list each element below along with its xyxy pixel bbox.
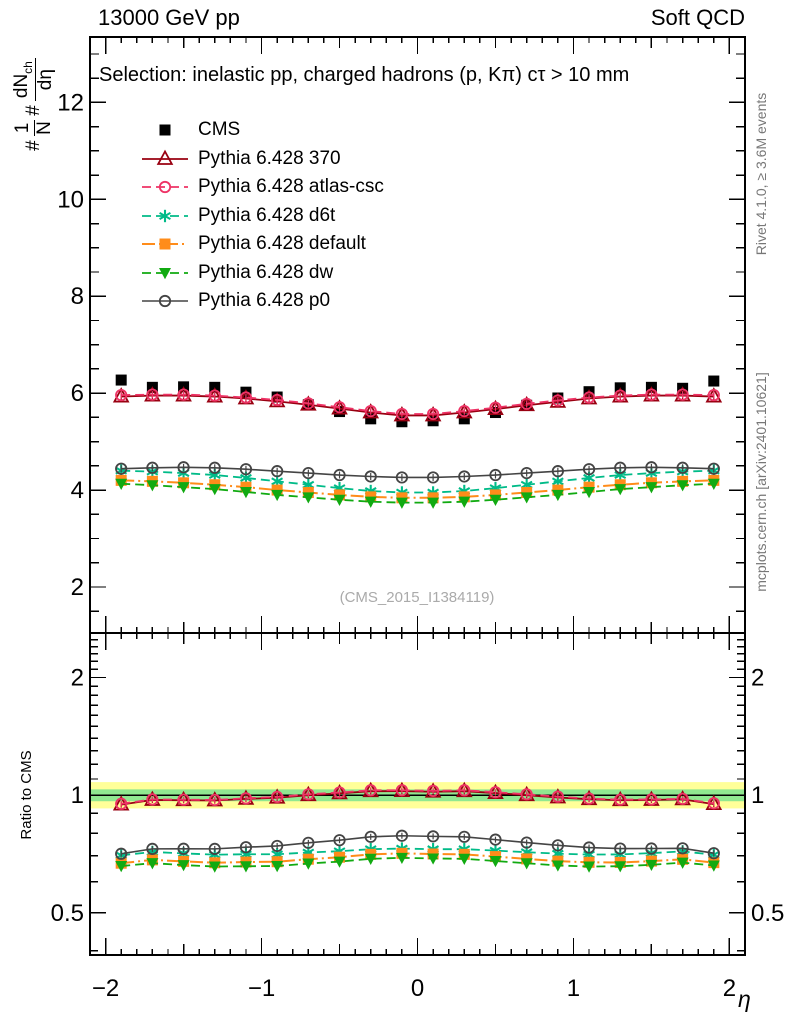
legend-item-cms: CMS	[142, 116, 384, 145]
tick-label: −1	[248, 975, 275, 1002]
legend-item-pythia-6-428-d6t: Pythia 6.428 d6t	[142, 202, 384, 231]
ylabel-hash: #	[23, 140, 44, 151]
tick-label: 2	[723, 975, 736, 1002]
tick-label: 0	[411, 975, 424, 1002]
ratio-y-axis-label: Ratio to CMS	[18, 750, 35, 840]
legend-label: Pythia 6.428 d6t	[198, 204, 336, 226]
series-pythia-6-428-atlas-csc	[115, 388, 720, 810]
analysis-id-watermark: (CMS_2015_I1384119)	[339, 589, 495, 606]
legend-marker-asterisk	[142, 209, 188, 222]
tick-label: 2	[751, 665, 764, 692]
tick-label: 2	[71, 665, 84, 692]
legend-item-pythia-6-428-370: Pythia 6.428 370	[142, 145, 384, 174]
legend-label: Pythia 6.428 atlas-csc	[198, 176, 384, 198]
legend: CMS Pythia 6.428 370 Pythia 6.428 atlas-cs…	[142, 116, 384, 316]
tick-label: 12	[57, 89, 84, 116]
tick-label: 1	[71, 782, 84, 809]
legend-marker-square	[142, 238, 188, 250]
tick-label: 6	[71, 380, 84, 407]
tick-label: 0.5	[51, 900, 84, 927]
x-axis-label: η	[738, 986, 751, 1012]
rivet-version-note: Rivet 4.1.0, ≥ 3.6M events	[753, 92, 769, 256]
legend-label: Pythia 6.428 default	[198, 233, 366, 255]
series-pythia-6-428-default	[115, 474, 720, 869]
tick-label: 0.5	[751, 900, 784, 927]
series-pythia-6-428-p0	[115, 461, 720, 860]
selection-label: Selection: inelastic pp, charged hadrons…	[99, 64, 630, 86]
legend-item-pythia-6-428-default: Pythia 6.428 default	[142, 230, 384, 259]
legend-item-pythia-6-428-atlas-csc: Pythia 6.428 atlas-csc	[142, 173, 384, 202]
tick-label: 10	[57, 186, 84, 213]
ylabel-fraction-dN-deta: dNch dη	[11, 58, 56, 102]
tick-label: −2	[92, 975, 119, 1002]
legend-label: Pythia 6.428 dw	[198, 261, 334, 283]
tick-label: 2	[71, 574, 84, 601]
legend-marker-triangle-up	[142, 149, 188, 165]
legend-item-pythia-6-428-p0: Pythia 6.428 p0	[142, 287, 384, 316]
tick-label: 1	[567, 975, 580, 1002]
tick-label: 1	[751, 782, 764, 809]
mcplots-reference-note: mcplots.cern.ch [arXiv:2401.10621]	[753, 372, 769, 592]
legend-item-pythia-6-428-dw: Pythia 6.428 dw	[142, 259, 384, 288]
legend-marker-triangle-down	[142, 267, 188, 279]
process-group-title: Soft QCD	[650, 5, 745, 30]
tick-label: 8	[71, 283, 84, 310]
ylabel-hash: #	[23, 105, 44, 116]
legend-label: CMS	[198, 119, 241, 141]
tick-label: 4	[71, 477, 84, 504]
legend-marker-square	[159, 124, 171, 136]
legend-label: Pythia 6.428 370	[198, 147, 341, 169]
legend-marker-circle	[142, 295, 188, 308]
beam-title: 13000 GeV pp	[98, 5, 240, 30]
legend-marker-circle	[142, 181, 188, 194]
main-y-axis-label: # 1 N # dNch dη	[5, 29, 63, 181]
series-cms	[115, 374, 720, 428]
series-pythia-6-428-dw	[115, 478, 720, 873]
ylabel-fraction-1-over-N: 1 N	[11, 119, 55, 137]
legend-label: Pythia 6.428 p0	[198, 290, 331, 312]
